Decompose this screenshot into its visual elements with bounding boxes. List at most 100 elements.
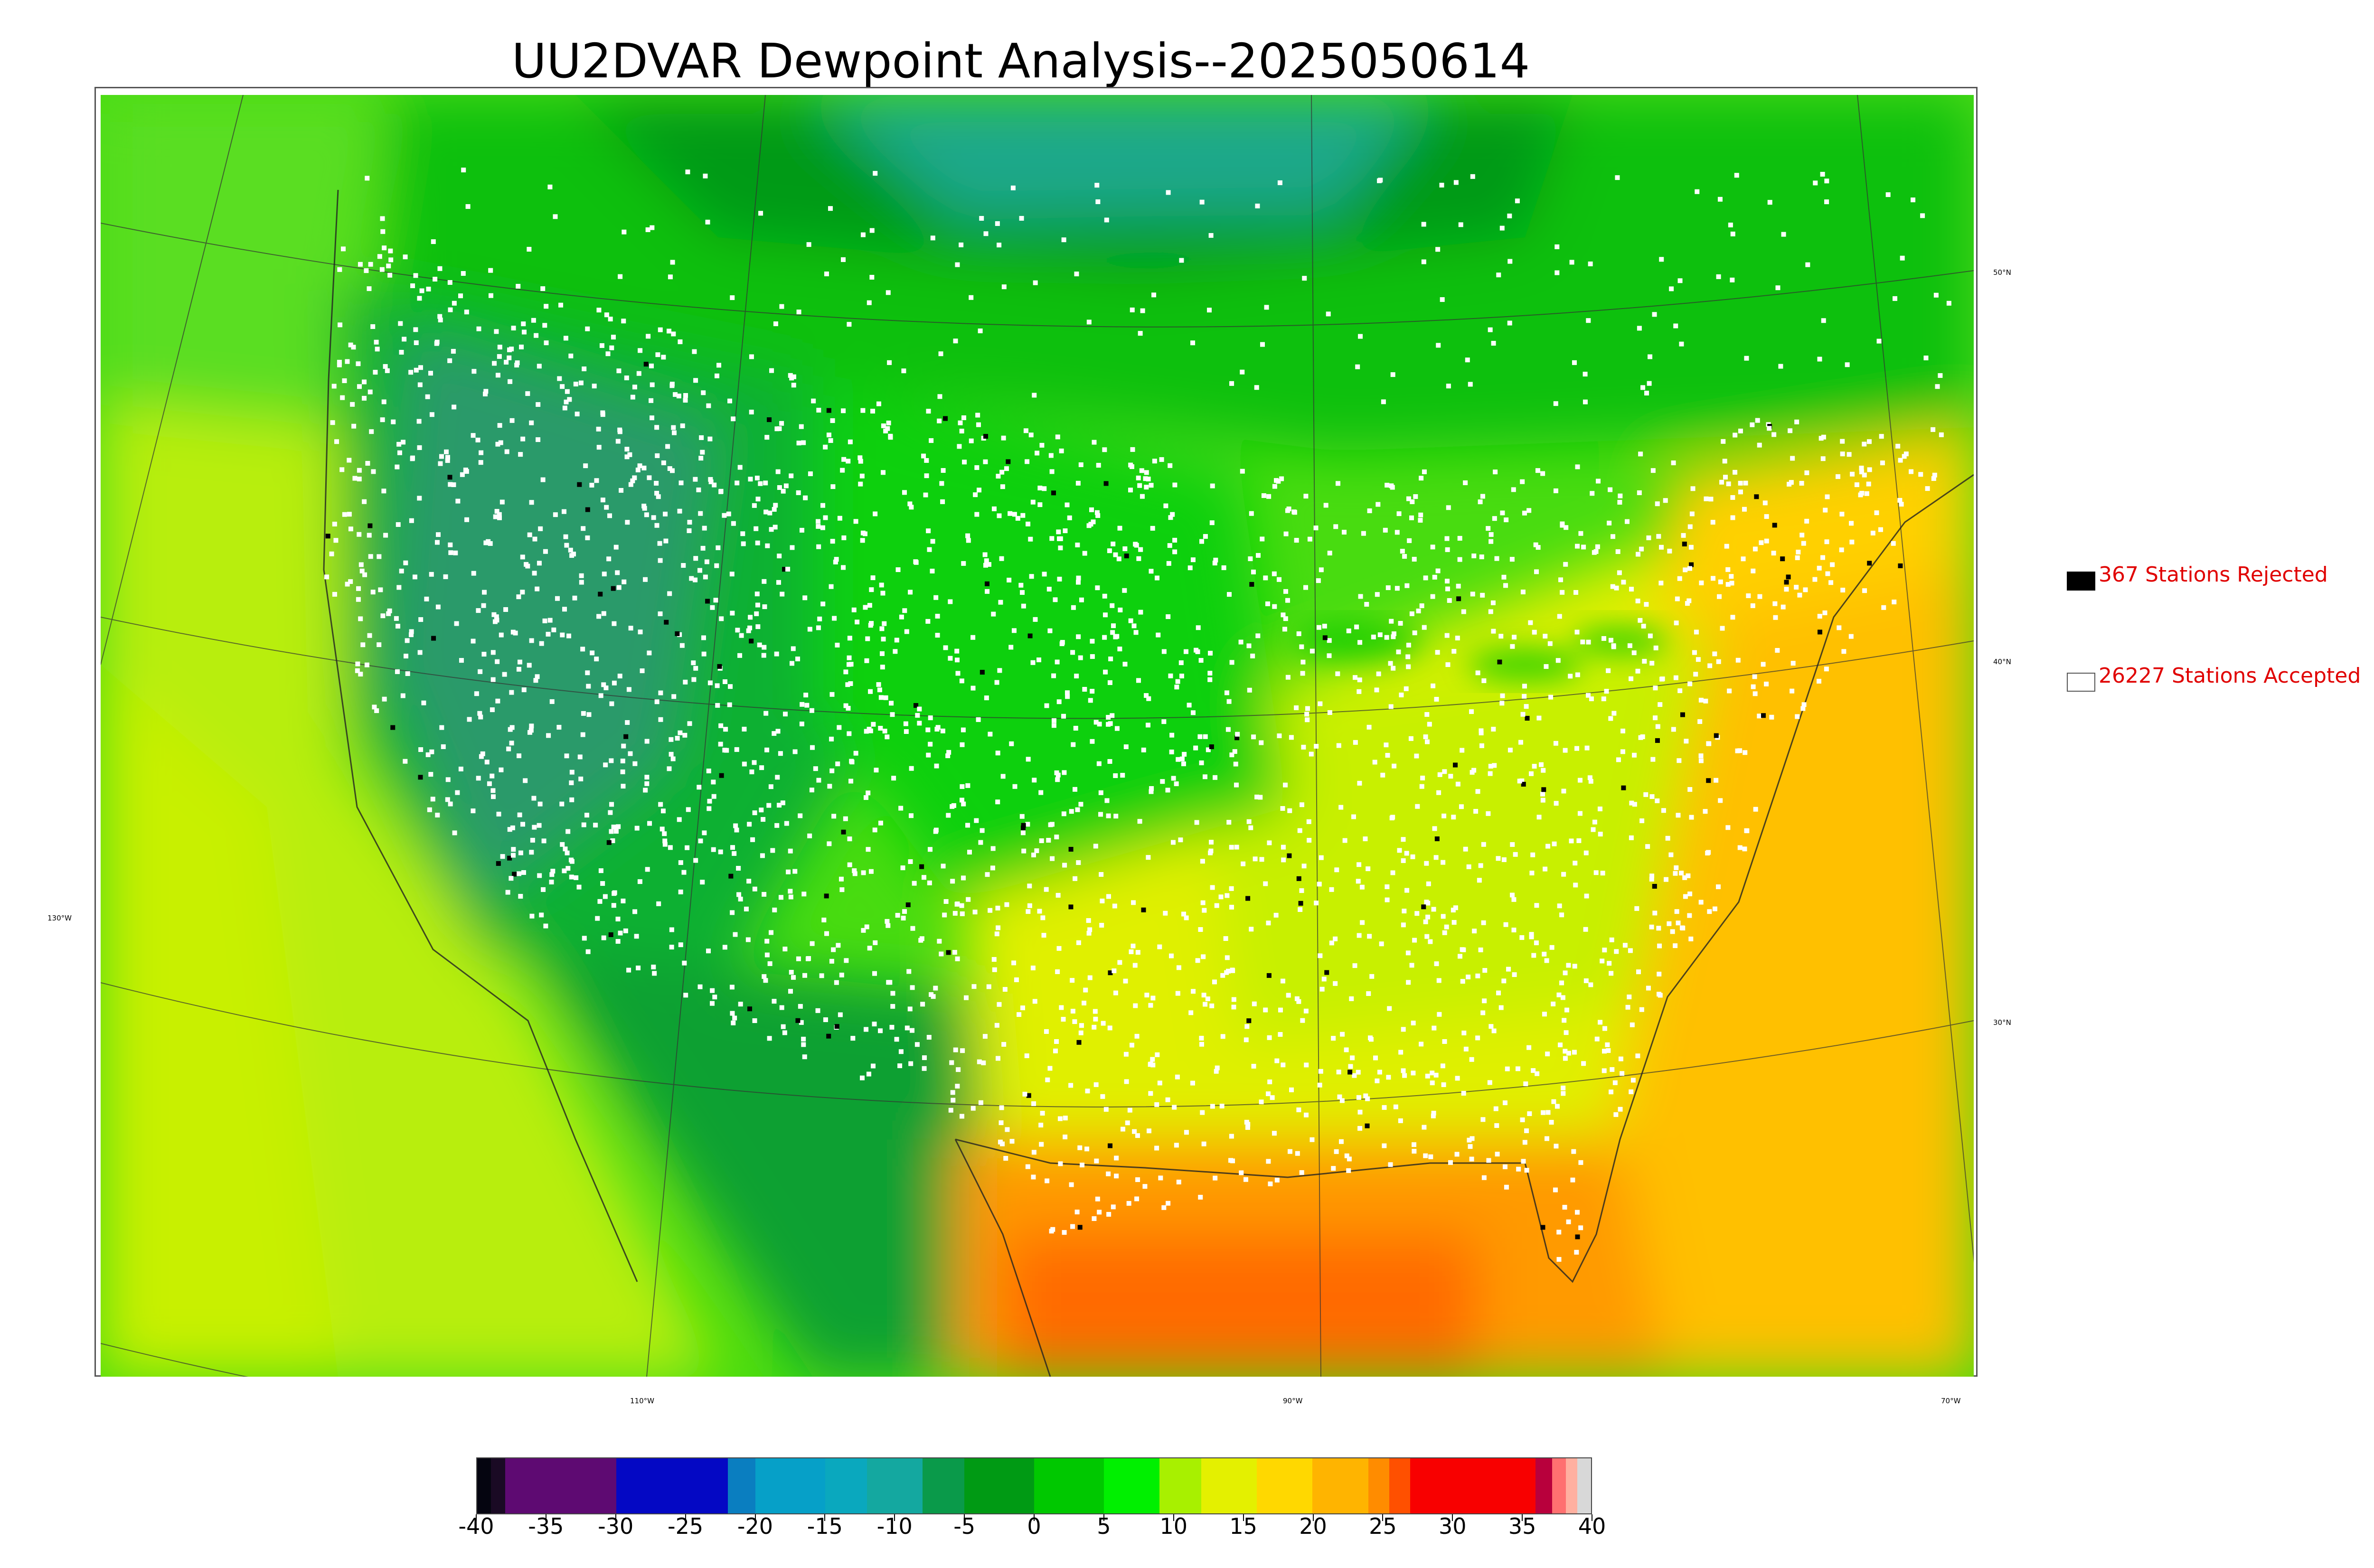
station-accepted — [348, 526, 353, 532]
station-accepted — [385, 368, 390, 373]
station-rejected — [1456, 596, 1461, 601]
station-accepted — [1606, 1048, 1611, 1053]
station-accepted — [477, 711, 482, 716]
station-accepted — [530, 837, 535, 843]
station-accepted — [459, 658, 464, 663]
station-accepted — [712, 482, 717, 488]
colorbar-segment — [505, 1458, 617, 1513]
station-accepted — [483, 391, 488, 396]
station-accepted — [1327, 710, 1332, 715]
station-accepted — [517, 659, 522, 665]
station-rejected — [984, 581, 989, 586]
station-accepted — [650, 382, 655, 387]
station-accepted — [1286, 993, 1291, 998]
station-accepted — [878, 820, 883, 826]
station-accepted — [846, 662, 851, 667]
station-accepted — [357, 477, 362, 482]
station-accepted — [1104, 217, 1109, 223]
station-accepted — [1050, 1227, 1055, 1232]
station-accepted — [527, 663, 532, 668]
station-accepted — [680, 423, 685, 428]
station-accepted — [1203, 734, 1208, 739]
station-accepted — [1556, 992, 1562, 997]
station-accepted — [762, 579, 767, 584]
station-accepted — [1468, 1144, 1473, 1149]
station-accepted — [396, 624, 401, 629]
station-accepted — [1272, 571, 1277, 576]
station-accepted — [1451, 815, 1456, 820]
station-accepted — [983, 563, 988, 568]
station-accepted — [1094, 183, 1100, 188]
station-accepted — [1441, 860, 1446, 865]
station-accepted — [1020, 590, 1025, 595]
station-accepted — [1598, 832, 1603, 837]
station-accepted — [745, 937, 751, 942]
station-accepted — [1272, 604, 1277, 609]
station-accepted — [478, 460, 483, 465]
station-accepted — [1200, 900, 1206, 905]
station-accepted — [654, 699, 659, 704]
station-accepted — [1144, 470, 1149, 475]
station-accepted — [1059, 641, 1065, 647]
station-accepted — [848, 779, 854, 784]
station-accepted — [1363, 836, 1368, 842]
station-accepted — [1734, 173, 1739, 178]
station-accepted — [835, 761, 840, 767]
station-accepted — [1528, 620, 1533, 625]
station-accepted — [1574, 746, 1580, 751]
station-rejected — [598, 592, 603, 597]
station-accepted — [1430, 1080, 1435, 1086]
station-rejected — [946, 950, 951, 955]
station-accepted — [1441, 1082, 1446, 1087]
station-accepted — [640, 668, 645, 674]
station-accepted — [1208, 233, 1214, 238]
station-accepted — [1535, 468, 1540, 473]
station-accepted — [1696, 657, 1701, 662]
station-accepted — [1470, 1136, 1475, 1141]
station-accepted — [1190, 340, 1196, 346]
station-accepted — [780, 592, 785, 597]
station-accepted — [959, 798, 964, 803]
station-accepted — [921, 875, 926, 880]
station-accepted — [837, 516, 842, 521]
station-accepted — [637, 879, 642, 884]
station-accepted — [1331, 1036, 1336, 1041]
station-accepted — [367, 286, 372, 291]
station-accepted — [508, 379, 513, 384]
station-accepted — [1667, 548, 1672, 554]
colorbar-tick — [615, 1514, 616, 1521]
station-accepted — [1723, 475, 1728, 480]
station-accepted — [815, 1008, 820, 1013]
station-accepted — [1465, 357, 1470, 363]
station-accepted — [1507, 748, 1513, 753]
station-accepted — [922, 1066, 927, 1071]
station-accepted — [898, 806, 904, 811]
station-accepted — [1545, 1110, 1551, 1115]
station-rejected — [1525, 715, 1530, 721]
station-accepted — [1446, 505, 1451, 510]
station-accepted — [1124, 1079, 1129, 1084]
station-accepted — [615, 439, 621, 444]
station-accepted — [483, 389, 489, 394]
station-accepted — [1033, 280, 1038, 285]
station-accepted — [1103, 1107, 1109, 1112]
station-accepted — [1086, 930, 1092, 936]
station-accepted — [521, 329, 527, 335]
station-accepted — [471, 369, 477, 374]
station-accepted — [1671, 460, 1676, 466]
station-accepted — [718, 849, 723, 854]
station-accepted — [1799, 533, 1805, 538]
station-accepted — [763, 978, 768, 983]
station-accepted — [1020, 830, 1026, 836]
station-accepted — [495, 441, 500, 447]
station-accepted — [1082, 687, 1087, 692]
station-accepted — [1471, 553, 1477, 558]
station-accepted — [471, 433, 476, 438]
station-accepted — [845, 682, 850, 687]
station-accepted — [1687, 787, 1693, 792]
station-accepted — [1463, 846, 1468, 852]
station-accepted — [676, 394, 681, 399]
station-accepted — [1534, 903, 1539, 908]
station-accepted — [997, 668, 1002, 673]
station-accepted — [634, 934, 639, 939]
